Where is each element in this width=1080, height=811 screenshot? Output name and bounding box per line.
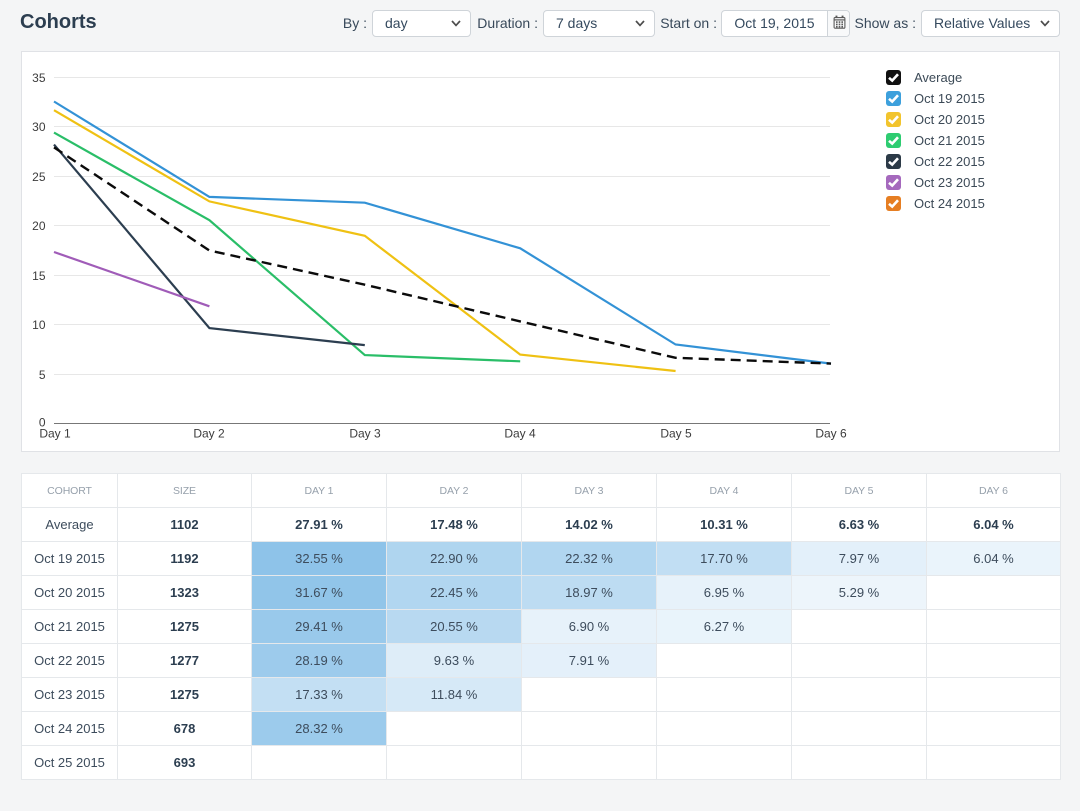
- svg-text:30: 30: [32, 120, 46, 134]
- svg-text:35: 35: [32, 71, 46, 85]
- svg-text:Day 3: Day 3: [349, 427, 381, 441]
- svg-text:5: 5: [39, 368, 46, 382]
- svg-text:25: 25: [32, 170, 46, 184]
- svg-text:15: 15: [32, 269, 46, 283]
- svg-text:20: 20: [32, 219, 46, 233]
- svg-text:Day 6: Day 6: [815, 427, 847, 441]
- svg-text:Day 1: Day 1: [39, 427, 71, 441]
- svg-text:0: 0: [39, 416, 46, 430]
- svg-text:Day 4: Day 4: [504, 427, 536, 441]
- svg-text:Day 2: Day 2: [193, 427, 225, 441]
- svg-text:10: 10: [32, 318, 46, 332]
- svg-text:Day 5: Day 5: [660, 427, 692, 441]
